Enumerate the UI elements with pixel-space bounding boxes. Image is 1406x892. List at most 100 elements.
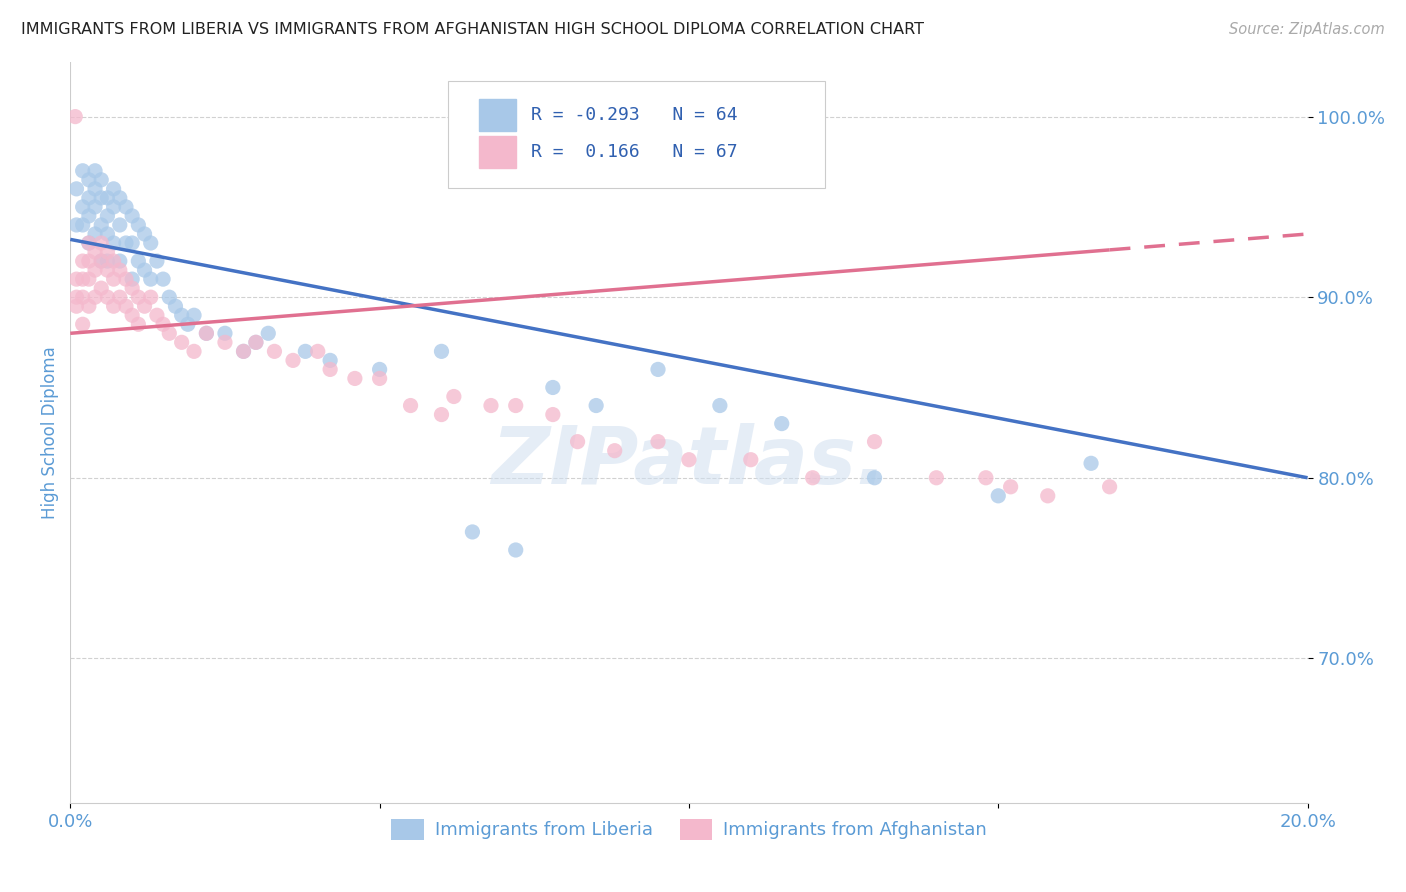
Point	[72, 290, 94, 304]
Point	[709, 399, 731, 413]
Point	[257, 326, 280, 341]
Point	[72, 272, 94, 286]
Point	[115, 272, 138, 286]
FancyBboxPatch shape	[447, 81, 825, 188]
Point	[103, 272, 125, 286]
Point	[183, 308, 205, 322]
Point	[146, 308, 169, 322]
Point	[65, 290, 87, 304]
Point	[319, 362, 342, 376]
Text: R =  0.166   N = 67: R = 0.166 N = 67	[530, 143, 737, 161]
Point	[77, 272, 100, 286]
Point	[72, 163, 94, 178]
Point	[84, 263, 107, 277]
Point	[152, 318, 174, 332]
Point	[84, 163, 107, 178]
Point	[368, 371, 391, 385]
Point	[505, 543, 527, 558]
Point	[443, 390, 465, 404]
Point	[108, 218, 131, 232]
Point	[479, 399, 502, 413]
Point	[90, 235, 112, 250]
Point	[84, 227, 107, 241]
Point	[214, 326, 236, 341]
Point	[319, 353, 342, 368]
Point	[647, 362, 669, 376]
Point	[77, 209, 100, 223]
Point	[157, 290, 180, 304]
Text: R = -0.293   N = 64: R = -0.293 N = 64	[530, 106, 737, 124]
Point	[77, 191, 100, 205]
Point	[96, 227, 118, 241]
Point	[65, 182, 87, 196]
Point	[108, 290, 131, 304]
Point	[183, 344, 205, 359]
Point	[263, 344, 285, 359]
Point	[281, 353, 304, 368]
Point	[90, 254, 112, 268]
Point	[103, 200, 125, 214]
Point	[103, 254, 125, 268]
Point	[134, 299, 156, 313]
Point	[505, 399, 527, 413]
Point	[121, 272, 143, 286]
Point	[96, 245, 118, 260]
Point	[90, 191, 112, 205]
Text: ZIPatlas.: ZIPatlas.	[491, 423, 887, 501]
Point	[863, 471, 886, 485]
Point	[72, 254, 94, 268]
Point	[567, 434, 589, 449]
Point	[115, 235, 138, 250]
Point	[121, 308, 143, 322]
Point	[90, 254, 112, 268]
Point	[127, 318, 149, 332]
Point	[647, 434, 669, 449]
Point	[96, 209, 118, 223]
Point	[103, 235, 125, 250]
Point	[127, 218, 149, 232]
Point	[170, 308, 193, 322]
Point	[974, 471, 997, 485]
Y-axis label: High School Diploma: High School Diploma	[41, 346, 59, 519]
Point	[863, 434, 886, 449]
Bar	[478, 136, 516, 168]
Point	[139, 290, 162, 304]
Point	[585, 399, 607, 413]
Point	[139, 235, 162, 250]
Point	[232, 344, 254, 359]
Point	[90, 173, 112, 187]
Point	[65, 110, 87, 124]
Point	[127, 290, 149, 304]
Point	[430, 408, 453, 422]
Point	[77, 235, 100, 250]
Point	[77, 254, 100, 268]
Text: Source: ZipAtlas.com: Source: ZipAtlas.com	[1229, 22, 1385, 37]
Point	[108, 254, 131, 268]
Point	[84, 200, 107, 214]
Point	[65, 299, 87, 313]
Point	[170, 335, 193, 350]
Point	[121, 209, 143, 223]
Point	[925, 471, 948, 485]
Point	[134, 263, 156, 277]
Point	[678, 452, 700, 467]
Point	[399, 399, 422, 413]
Point	[108, 191, 131, 205]
Point	[121, 235, 143, 250]
Point	[740, 452, 762, 467]
Point	[72, 318, 94, 332]
Point	[1080, 456, 1102, 470]
Legend: Immigrants from Liberia, Immigrants from Afghanistan: Immigrants from Liberia, Immigrants from…	[384, 812, 994, 847]
Bar	[478, 99, 516, 130]
Point	[770, 417, 793, 431]
Point	[108, 263, 131, 277]
Point	[603, 443, 626, 458]
Point	[77, 299, 100, 313]
Text: IMMIGRANTS FROM LIBERIA VS IMMIGRANTS FROM AFGHANISTAN HIGH SCHOOL DIPLOMA CORRE: IMMIGRANTS FROM LIBERIA VS IMMIGRANTS FR…	[21, 22, 924, 37]
Point	[72, 200, 94, 214]
Point	[294, 344, 316, 359]
Point	[165, 299, 187, 313]
Point	[72, 218, 94, 232]
Point	[84, 290, 107, 304]
Point	[96, 263, 118, 277]
